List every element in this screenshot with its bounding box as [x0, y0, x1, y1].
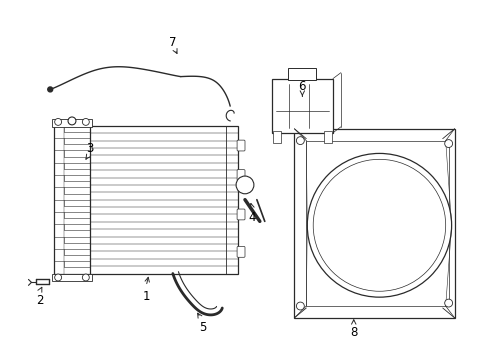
- Circle shape: [55, 118, 61, 125]
- Bar: [52, 119, 92, 127]
- Circle shape: [68, 117, 76, 125]
- Text: 8: 8: [349, 326, 357, 339]
- Bar: [288, 68, 316, 80]
- Text: 7: 7: [169, 36, 176, 49]
- Bar: [271, 78, 332, 133]
- Circle shape: [82, 118, 89, 125]
- Circle shape: [444, 299, 452, 307]
- Bar: [294, 129, 454, 318]
- Text: 1: 1: [142, 290, 150, 303]
- Circle shape: [236, 176, 253, 194]
- Text: 4: 4: [247, 211, 255, 224]
- Text: 3: 3: [86, 142, 93, 155]
- Circle shape: [444, 140, 452, 148]
- Circle shape: [313, 159, 445, 291]
- Circle shape: [306, 153, 451, 297]
- Circle shape: [48, 87, 53, 92]
- Circle shape: [55, 274, 61, 281]
- Bar: [324, 131, 331, 143]
- FancyBboxPatch shape: [237, 247, 244, 257]
- Bar: [52, 274, 92, 282]
- Text: 5: 5: [199, 321, 206, 334]
- Bar: [90, 126, 238, 274]
- Text: 6: 6: [298, 80, 305, 93]
- Circle shape: [296, 302, 304, 310]
- Bar: [272, 131, 280, 143]
- FancyBboxPatch shape: [237, 209, 244, 220]
- Circle shape: [296, 137, 304, 145]
- Text: 2: 2: [37, 294, 44, 307]
- Circle shape: [82, 274, 89, 281]
- FancyBboxPatch shape: [237, 170, 244, 180]
- Bar: [305, 141, 447, 306]
- FancyBboxPatch shape: [237, 140, 244, 151]
